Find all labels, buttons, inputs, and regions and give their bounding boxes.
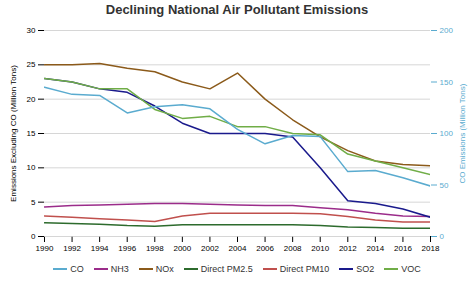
- svg-text:5: 5: [31, 198, 36, 207]
- svg-text:10: 10: [27, 163, 36, 172]
- svg-text:2016: 2016: [394, 244, 412, 253]
- svg-text:1992: 1992: [63, 244, 81, 253]
- html-text:Direct PM10: Direct PM10: [279, 264, 330, 274]
- svg-text:30: 30: [27, 26, 36, 35]
- svg-text:1996: 1996: [118, 244, 136, 253]
- svg-text:2004: 2004: [229, 244, 247, 253]
- svg-text:CO Emissions (Million Tons): CO Emissions (Million Tons): [458, 83, 467, 183]
- svg-text:2010: 2010: [311, 244, 329, 253]
- svg-text:Emissions Excluding CO (Millio: Emissions Excluding CO (Million Tons): [9, 65, 18, 202]
- svg-text:20: 20: [27, 95, 36, 104]
- svg-text:1998: 1998: [146, 244, 164, 253]
- html-text:SO2: SO2: [356, 264, 375, 274]
- svg-text:2006: 2006: [256, 244, 274, 253]
- html-text:CO: CO: [70, 264, 84, 274]
- html-text:NOx: NOx: [155, 264, 174, 274]
- svg-text:2014: 2014: [366, 244, 384, 253]
- svg-text:2008: 2008: [284, 244, 302, 253]
- svg-text:25: 25: [27, 60, 36, 69]
- svg-text:0: 0: [31, 232, 36, 241]
- svg-text:2012: 2012: [339, 244, 357, 253]
- svg-text:2018: 2018: [422, 244, 440, 253]
- svg-text:0: 0: [440, 232, 445, 241]
- html-text:Declining National Air Polluta: Declining National Air Pollutant Emissio…: [105, 2, 369, 17]
- svg-text:2002: 2002: [201, 244, 219, 253]
- svg-text:1990: 1990: [36, 244, 54, 253]
- html-text:Direct PM2.5: Direct PM2.5: [200, 264, 253, 274]
- svg-text:100: 100: [440, 129, 454, 138]
- svg-text:1994: 1994: [91, 244, 109, 253]
- svg-text:150: 150: [440, 78, 454, 87]
- html-text:NH3: NH3: [110, 264, 129, 274]
- html-text:VOC: VOC: [401, 264, 421, 274]
- svg-text:2000: 2000: [173, 244, 191, 253]
- svg-text:200: 200: [440, 26, 454, 35]
- svg-text:15: 15: [27, 129, 36, 138]
- svg-text:50: 50: [440, 181, 449, 190]
